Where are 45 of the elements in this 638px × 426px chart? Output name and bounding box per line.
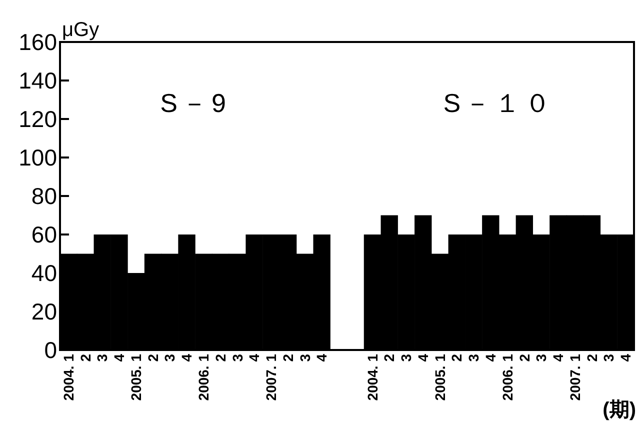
x-tick-label: 2006. 1 — [499, 354, 516, 401]
x-tick-label: 2005. 1 — [128, 354, 144, 401]
x-tick-label: 2007. 1 — [566, 354, 583, 401]
x-tick-label: 2004. 1 — [364, 354, 380, 401]
x-tick-label: 4 — [482, 354, 498, 362]
y-tick-label: 120 — [18, 106, 57, 132]
x-tick-label: 2 — [280, 354, 296, 362]
x-tick-label: 3 — [296, 354, 313, 362]
x-tick-label: 3 — [398, 354, 414, 362]
x-tick-label: 2 — [381, 354, 398, 362]
x-tick-label: 3 — [533, 354, 550, 362]
y-tick-label: 140 — [18, 68, 57, 94]
x-tick-label: 4 — [246, 354, 262, 362]
x-tick-label: 3 — [94, 354, 110, 362]
x-tick-label: 2006. 1 — [196, 354, 212, 401]
annotation: S－9 — [160, 88, 230, 118]
x-tick-label: 2004. 1 — [60, 354, 76, 401]
x-tick-label: 4 — [618, 354, 634, 362]
x-tick-label: 3 — [600, 354, 617, 362]
x-tick-label: 4 — [111, 354, 128, 362]
x-tick-label: 3 — [162, 354, 178, 362]
x-tick-label: 3 — [229, 354, 246, 362]
y-tick-label: 160 — [18, 29, 57, 55]
x-tick-label: 2 — [144, 354, 161, 362]
x-tick-label: 2 — [448, 354, 465, 362]
x-tick-label: 2 — [516, 354, 532, 362]
x-tick-label: 2 — [77, 354, 94, 362]
y-axis-title: μGy — [62, 19, 100, 41]
y-tick-label: 80 — [31, 183, 57, 209]
x-tick-label: 4 — [178, 354, 195, 362]
x-tick-label: 4 — [414, 354, 431, 362]
x-tick-label: 3 — [466, 354, 482, 362]
x-tick-label: 2 — [584, 354, 600, 362]
y-tick-label: 40 — [31, 260, 57, 286]
x-tick-label: 4 — [314, 354, 330, 362]
x-axis-title: (期) — [602, 399, 636, 421]
x-tick-label: 2 — [212, 354, 228, 362]
y-tick-label: 0 — [44, 337, 57, 363]
y-tick-label: 60 — [31, 222, 57, 248]
x-tick-label: 2005. 1 — [432, 354, 448, 401]
x-tick-label: 2007. 1 — [263, 354, 280, 401]
y-tick-label: 20 — [31, 298, 57, 324]
annotation: S－１０ — [443, 88, 555, 118]
x-tick-label: 4 — [550, 354, 566, 362]
y-tick-label: 100 — [18, 144, 57, 170]
